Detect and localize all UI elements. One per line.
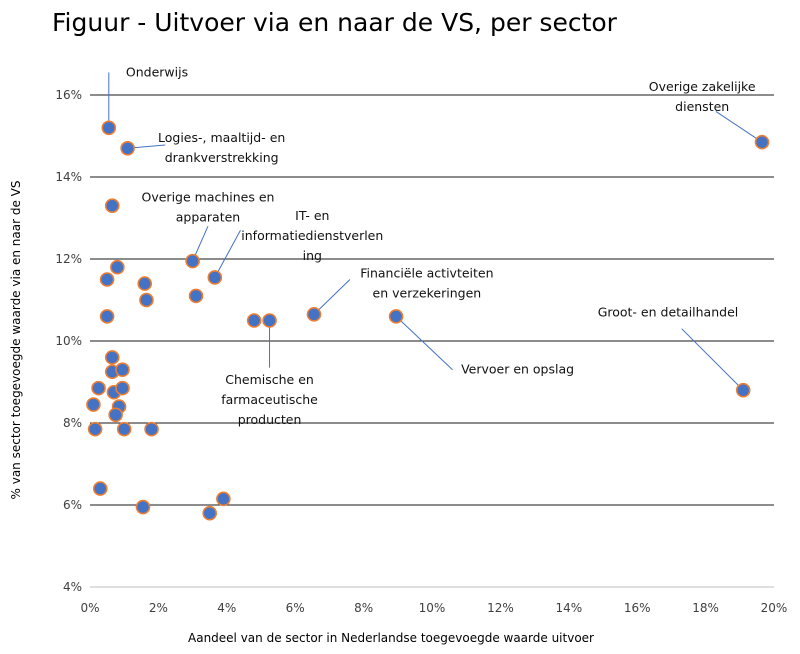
y-tick-label: 8% [63,416,82,430]
x-axis-label: Aandeel van de sector in Nederlandse toe… [188,631,594,645]
x-tick-label: 12% [487,601,514,615]
y-tick-label: 16% [55,88,82,102]
annotation-label: producten [238,412,302,427]
annotation-leader-line [395,316,453,371]
annotation-label: Onderwijs [126,64,188,79]
annotation-label: Logies-, maaltijd- en [158,130,285,145]
x-tick-label: 10% [419,601,446,615]
scatter-point [202,505,217,521]
x-tick-label: 4% [217,601,236,615]
annotation-leader-line [313,279,351,315]
scatter-point [135,499,151,515]
tick-labels: 4% 6% 8% 10% 12% 14% 16% 0% 2% 4% 6% 8% 10% 12% 14% 16%… [55,88,787,615]
x-tick-label: 20% [761,601,788,615]
scatter-point [86,397,101,412]
scatter-point [116,421,132,437]
scatter-point [188,288,204,304]
scatter-point [144,421,159,437]
y-tick-label: 6% [63,498,82,512]
x-tick-label: 16% [624,601,651,615]
annotation-label: Overige zakelijke [649,79,756,94]
gridlines [90,94,774,588]
scatter-point [137,276,153,291]
scatter-point [99,272,115,287]
scatter-point [735,382,751,398]
scatter-point [108,407,123,423]
annotation-label: informatiedienstverlen [241,228,383,243]
annotation-label: apparaten [176,210,241,225]
annotation-label: IT- en [295,208,329,223]
x-tick-label: 18% [692,601,719,615]
scatter-point [306,307,322,322]
annotation-label: ing [303,248,322,263]
scatter-point [139,292,154,308]
scatter-point [110,259,125,275]
scatter-point [91,380,106,396]
scatter-point [115,362,130,378]
annotation-label: Chemische en [225,372,314,387]
annotation-leader-line [681,328,744,391]
annotation-label: drankverstrekking [165,150,279,165]
y-tick-label: 14% [55,170,82,184]
x-tick-label: 8% [354,601,373,615]
scatter-point [185,253,200,269]
annotation-label: Financiële activteiten [360,265,493,280]
scatter-point [92,481,108,496]
x-tick-label: 14% [555,601,582,615]
annotation-label: Vervoer en opslag [461,362,574,377]
scatter-point [120,141,135,156]
scatter-point [87,421,103,437]
y-tick-label: 4% [63,580,82,594]
annotation-label: en verzekeringen [373,285,482,300]
scatter-point [207,270,223,285]
annotation-leader-line [214,230,241,278]
y-axis-label: % van sector toegevoegde waarde via en n… [9,181,23,500]
x-tick-label: 0% [80,601,99,615]
scatter-point [104,198,120,213]
scatter-point [104,350,120,365]
annotation-label: farmaceutische [221,392,318,407]
annotation-leaders [108,72,763,391]
scatter-point [216,491,231,507]
x-tick-label: 6% [286,601,305,615]
y-tick-label: 12% [55,252,82,266]
scatter-point [99,309,115,324]
scatter-point [115,380,130,396]
scatter-point [246,313,262,328]
x-tick-label: 2% [149,601,168,615]
annotation-leader-line [715,110,763,143]
annotation-label: Overige machines en [142,190,275,205]
data-points [86,120,770,521]
y-tick-label: 10% [55,334,82,348]
scatter-point [388,309,404,324]
scatter-point [101,120,117,136]
annotation-label: diensten [675,99,729,114]
scatter-point [262,313,277,328]
annotation-label: Groot- en detailhandel [598,304,739,319]
chart-title: Figuur - Uitvoer via en naar de VS, per … [52,8,617,37]
annotation-labels: Onderwijs Logies-, maaltijd- en drankverst… [126,64,756,427]
scatter-point [754,134,770,150]
